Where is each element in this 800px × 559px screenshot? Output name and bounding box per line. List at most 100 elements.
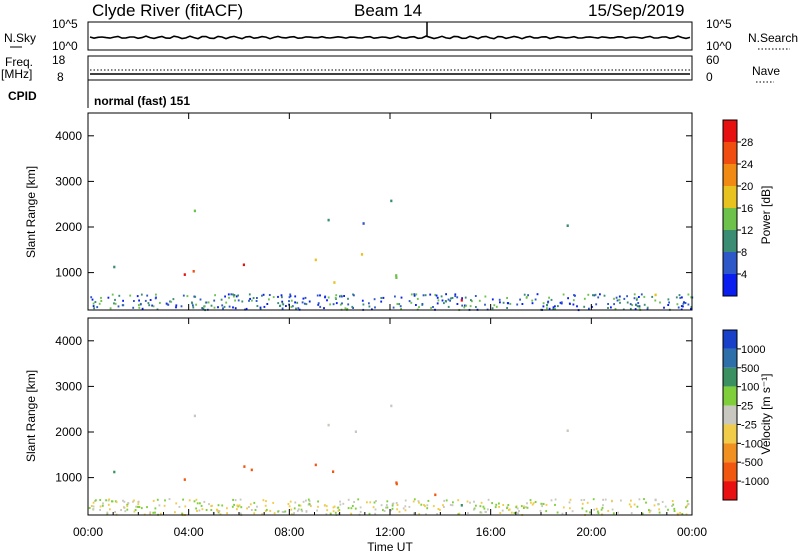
ground-scatter-cell: [261, 294, 263, 297]
ground-scatter-cell: [612, 512, 615, 515]
ground-scatter-cell: [399, 305, 402, 308]
colorbar-tick-label: 16: [741, 203, 753, 215]
power-colorbar: 4 8 12 16 20 24 28: [722, 119, 753, 297]
ground-scatter-cell: [343, 295, 345, 297]
power-scatter: [90, 199, 694, 312]
ground-scatter-cell: [649, 509, 652, 512]
ground-scatter-cell: [521, 303, 524, 305]
ground-scatter-cell: [686, 504, 688, 507]
ground-scatter-cell: [482, 505, 485, 508]
ground-scatter-cell: [436, 296, 439, 299]
ground-scatter-cell: [552, 306, 555, 309]
ground-scatter-cell: [350, 507, 353, 510]
ground-scatter-cell: [195, 303, 197, 306]
ground-scatter-cell: [640, 293, 643, 296]
ground-scatter-cell: [268, 298, 270, 301]
ground-scatter-cell: [456, 303, 459, 305]
ground-scatter-cell: [138, 304, 140, 307]
ground-scatter-cell: [224, 295, 226, 298]
ground-scatter-cell: [615, 296, 618, 299]
ground-scatter-cell: [133, 300, 135, 302]
ground-scatter-cell: [587, 293, 590, 296]
ground-scatter-cell: [319, 294, 321, 297]
ground-scatter-cell: [518, 510, 520, 512]
ground-scatter-cell: [352, 307, 354, 309]
scatter-cell: [250, 468, 253, 472]
ground-scatter-cell: [408, 300, 411, 303]
ground-scatter-cell: [91, 298, 94, 301]
ground-scatter-cell: [140, 293, 143, 296]
ground-scatter-cell: [325, 513, 328, 516]
ground-scatter-cell: [517, 512, 519, 515]
ground-scatter-cell: [234, 499, 237, 502]
ground-scatter-cell: [280, 294, 283, 297]
ground-scatter-cell: [510, 511, 513, 514]
ground-scatter-cell: [203, 500, 206, 503]
ground-scatter-cell: [261, 513, 263, 516]
ground-scatter-cell: [108, 498, 111, 501]
ground-scatter-cell: [439, 508, 441, 511]
ground-scatter-cell: [253, 512, 256, 515]
ground-scatter-cell: [99, 508, 101, 511]
ground-scatter-cell: [262, 499, 265, 502]
ground-scatter-cell: [637, 302, 640, 304]
colorbar-tick-label: 1000: [741, 344, 765, 356]
ground-scatter-cell: [602, 504, 604, 507]
station-title: Clyde River (fitACF): [92, 1, 243, 20]
ground-scatter-cell: [158, 504, 161, 507]
colorbar-tick-label: 12: [741, 225, 753, 237]
ground-scatter-cell: [249, 503, 252, 506]
ground-scatter-cell: [351, 305, 354, 308]
ground-scatter-cell: [491, 307, 494, 310]
ground-scatter-cell: [347, 498, 350, 501]
ground-scatter-cell: [159, 512, 162, 515]
ground-scatter-cell: [221, 304, 224, 307]
ground-scatter-cell: [611, 499, 613, 502]
ground-scatter-cell: [410, 301, 413, 304]
ground-scatter-cell: [262, 293, 265, 296]
scatter-cell: [390, 404, 393, 408]
y-tick-label: 3000: [55, 174, 82, 188]
ground-scatter-cell: [484, 295, 487, 298]
ground-scatter-cell: [250, 509, 253, 511]
ground-scatter-cell: [554, 308, 556, 310]
ground-scatter-cell: [111, 293, 114, 296]
ground-scatter-cell: [658, 508, 661, 511]
ground-scatter-cell: [290, 508, 293, 511]
x-tick-label: 04:00: [174, 525, 204, 539]
nave-tick-bottom: 0: [706, 70, 713, 84]
ground-scatter-cell: [140, 507, 143, 510]
ground-scatter-cell: [568, 302, 571, 305]
ground-scatter-cell: [589, 511, 591, 514]
ground-scatter-cell: [541, 505, 543, 508]
ground-scatter-cell: [217, 504, 220, 507]
ground-scatter-cell: [516, 507, 519, 510]
nsearch-label: N.Search: [748, 31, 798, 45]
ground-scatter-cell: [195, 507, 197, 510]
ground-scatter-cell: [126, 508, 129, 511]
ground-scatter-cell: [630, 512, 633, 515]
scatter-cell: [566, 224, 569, 227]
ground-scatter-cell: [168, 498, 171, 501]
ground-scatter-cell: [281, 510, 284, 513]
y-tick-label: 1000: [55, 266, 82, 280]
ground-scatter-cell: [134, 509, 137, 511]
ground-scatter-cell: [105, 499, 107, 502]
ground-scatter-cell: [233, 503, 235, 506]
scatter-cell: [193, 209, 196, 213]
time-axis-label: Time UT: [367, 540, 413, 554]
ground-scatter-cell: [426, 504, 429, 507]
ground-scatter-cell: [249, 297, 251, 300]
ground-scatter-cell: [154, 511, 156, 514]
ground-scatter-cell: [580, 499, 583, 502]
ground-scatter-cell: [437, 508, 440, 510]
ground-scatter-cell: [657, 503, 659, 506]
ground-scatter-cell: [568, 501, 571, 504]
ground-scatter-cell: [671, 500, 674, 502]
ground-scatter-cell: [422, 294, 425, 297]
ground-scatter-cell: [473, 507, 476, 510]
ground-scatter-cell: [661, 500, 664, 503]
ground-scatter-cell: [457, 499, 460, 502]
ground-scatter-cell: [466, 500, 469, 503]
ground-scatter-cell: [618, 298, 621, 301]
